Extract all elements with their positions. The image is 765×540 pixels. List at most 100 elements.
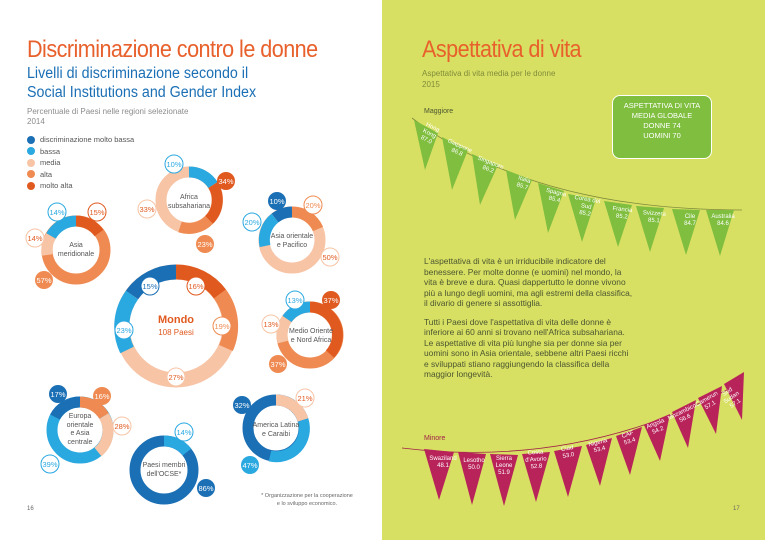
bottom-flag	[724, 372, 744, 420]
bottom-flag-label: Costa d'Avorio 52.8	[521, 449, 550, 472]
ring-label-line: Africa	[180, 194, 198, 201]
left-title: Discriminazione contro le donne	[27, 36, 318, 63]
ring-label-line: orientale	[66, 421, 94, 429]
flag-value: 51.9	[498, 470, 510, 476]
box-line4: UOMINI 70	[643, 131, 681, 140]
flag-value: 84.7	[684, 221, 696, 227]
flag-country: Lesotho	[463, 458, 485, 464]
bottom-flag	[644, 414, 670, 461]
legend-label: discriminazione molto bassa	[40, 135, 135, 145]
bottom-flag	[458, 452, 486, 505]
pct-ocse-vlow: 86%	[198, 484, 214, 493]
pct-america-vlow: 32%	[234, 401, 250, 410]
ring-america-latina	[242, 394, 310, 463]
top-flag	[414, 120, 438, 170]
flag-country: Swaziland	[429, 456, 457, 462]
ring-label-medio-oriente: Medio Oriente e Nord Africa	[284, 328, 338, 345]
legend-swatch	[27, 158, 35, 167]
ring-ocse	[129, 435, 199, 505]
pct-mondo-high: 19%	[214, 322, 230, 331]
ring-label-line: Asia orientale	[270, 233, 314, 240]
paragraph: Tutti i Paesi dove l'aspettativa di vita…	[424, 316, 629, 380]
ring-label-line: America Latina	[252, 422, 300, 429]
legend-label: molto alta	[40, 181, 73, 191]
right-title: Aspettativa di vita	[422, 36, 582, 63]
ring-label-line: meridionale	[57, 250, 95, 258]
flag-country: Cile	[684, 214, 696, 220]
pct-mo-med: 13%	[263, 320, 279, 329]
left-page-number: 16	[27, 506, 34, 512]
top-flag	[604, 201, 632, 247]
top-label: Maggiore	[424, 108, 454, 115]
pct-africa-med: 33%	[139, 205, 155, 214]
flag-country: Australia	[711, 214, 735, 220]
bottom-flag-label: Lesotho 50.0	[459, 458, 489, 472]
right-subtitle: Aspettativa di vita media per le donne 2…	[422, 68, 555, 90]
legend-swatch	[27, 181, 35, 190]
flag-value: 84.6	[717, 221, 729, 227]
top-flag-label: Australia 84.6	[706, 214, 740, 228]
ring-label-line: e Nord Africa	[290, 336, 332, 344]
legend-swatch	[27, 170, 35, 179]
bottom-flags	[424, 372, 744, 506]
left-note-line2: 2014	[27, 117, 45, 126]
ring-label-line: subsahariana	[167, 202, 211, 210]
ring-label-ocse: Paesi membri dell'OCSE*	[136, 462, 192, 479]
right-body-text: L'aspettativa di vita è un irriducibile …	[424, 256, 634, 388]
pct-ocse-low: 14%	[176, 428, 192, 437]
pct-mondo-med: 27%	[168, 373, 184, 382]
ring-africa	[155, 166, 223, 234]
right-subtitle-line1: Aspettativa di vita media per le donne	[422, 69, 556, 78]
pct-asia-m-med: 14%	[27, 234, 43, 243]
legend: discriminazione molto bassa bassa media …	[27, 134, 134, 192]
pct-asia-o-high: 20%	[305, 201, 321, 210]
top-flag-label: Cile 84.7	[675, 214, 705, 228]
ring-label-line: dell'OCSE*	[146, 470, 182, 478]
pct-mo-vhigh: 37%	[323, 296, 339, 305]
pct-asia-m-vhigh: 15%	[89, 208, 105, 217]
pct-europa-low: 39%	[42, 460, 58, 469]
left-page: Discriminazione contro le donne Livelli …	[0, 0, 382, 540]
pct-africa-low: 10%	[166, 160, 182, 169]
pct-mo-high: 37%	[270, 360, 286, 369]
mondo-title: Mondo	[157, 314, 195, 326]
footnote-line2: e lo sviluppo economico.	[276, 501, 338, 507]
legend-label: media	[40, 158, 61, 168]
ring-medio-oriente	[276, 301, 344, 369]
top-flag	[706, 210, 734, 256]
top-flags	[414, 120, 734, 256]
ring-label-line: Medio Oriente	[289, 328, 333, 335]
pct-mo-low: 13%	[287, 296, 303, 305]
right-page-number: 17	[733, 506, 740, 512]
left-note-line1: Percentuale di Paesi nelle regioni selez…	[27, 107, 189, 116]
pct-asia-o-vlow: 10%	[269, 197, 285, 206]
bottom-flag	[554, 446, 582, 497]
ring-label-asia-orientale: Asia orientale e Pacifico	[262, 233, 322, 250]
top-flag-label: Svizzera 85.1	[639, 210, 670, 226]
flag-value: 50.0	[468, 465, 480, 471]
ring-label-asia-meridionale: Asia meridionale	[52, 242, 100, 259]
box-line1: ASPETTATIVA DI VITA	[623, 101, 701, 110]
flag-country: Costa d'Avorio	[525, 449, 547, 464]
top-flag	[538, 183, 564, 233]
bottom-label: Minore	[424, 435, 446, 442]
pct-america-med: 21%	[297, 394, 313, 403]
legend-label: bassa	[40, 146, 61, 156]
legend-item: molto alta	[27, 180, 134, 192]
global-life-expectancy-box: ASPETTATIVA DI VITA MEDIA GLOBALE DONNE …	[612, 95, 712, 159]
bottom-flag	[586, 438, 612, 486]
paragraph: L'aspettativa di vita è un irriducibile …	[424, 256, 633, 308]
left-note: Percentuale di Paesi nelle regioni selez…	[27, 107, 188, 127]
bottom-flag	[698, 386, 722, 434]
pct-asia-o-low: 20%	[244, 218, 260, 227]
top-flag	[472, 154, 498, 205]
ring-label-line: Paesi membri	[142, 462, 186, 469]
pct-mondo-vlow: 15%	[142, 282, 158, 291]
ring-label-line: e Caraibi	[261, 430, 290, 438]
ring-label-line: Asia	[69, 242, 83, 249]
ring-label-line: centrale	[67, 438, 93, 446]
legend-item: bassa	[27, 146, 134, 158]
pct-asia-m-low: 14%	[49, 208, 65, 217]
pct-europa-med: 28%	[114, 422, 130, 431]
flag-country: Sierra Leone	[495, 456, 513, 469]
